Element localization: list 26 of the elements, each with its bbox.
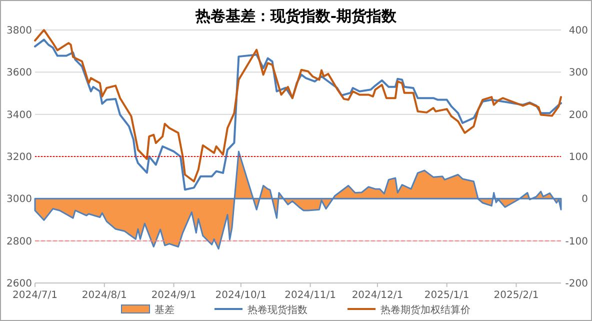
y2-tick-label: -100	[565, 236, 588, 248]
y2-tick-label: 200	[568, 110, 588, 121]
y-tick-label: 2600	[6, 278, 32, 290]
chart-title: 热卷基差：现货指数-期货指数	[194, 7, 398, 25]
legend-label: 基差	[154, 304, 174, 316]
legend-label: 热卷现货指数	[248, 304, 308, 316]
y-tick-label: 3800	[6, 26, 32, 36]
y2-tick-label: 400	[568, 26, 588, 36]
x-tick-label: 2024/11/1	[284, 290, 336, 301]
x-tick-label: 2024/9/1	[151, 290, 196, 301]
y-tick-label: 3200	[6, 152, 32, 163]
legend-label: 热卷期货加权结算价	[380, 304, 470, 316]
y-tick-label: 3000	[6, 194, 32, 206]
x-tick-label: 2025/1/1	[424, 290, 470, 301]
y2-tick-label: 100	[568, 152, 588, 163]
x-tick-label: 2024/10/1	[215, 290, 267, 301]
x-tick-label: 2024/8/1	[82, 290, 127, 301]
y-tick-label: 2800	[6, 236, 32, 248]
x-tick-label: 2025/2/1	[494, 290, 539, 301]
y2-tick-label: 300	[568, 68, 588, 79]
y-tick-label: 3600	[6, 68, 32, 79]
y2-tick-label: -200	[565, 278, 588, 290]
y-tick-label: 3400	[6, 110, 32, 121]
x-tick-label: 2024/7/1	[12, 290, 58, 301]
y2-tick-label: 0	[582, 194, 588, 206]
x-tick-label: 2024/12/1	[352, 290, 404, 301]
